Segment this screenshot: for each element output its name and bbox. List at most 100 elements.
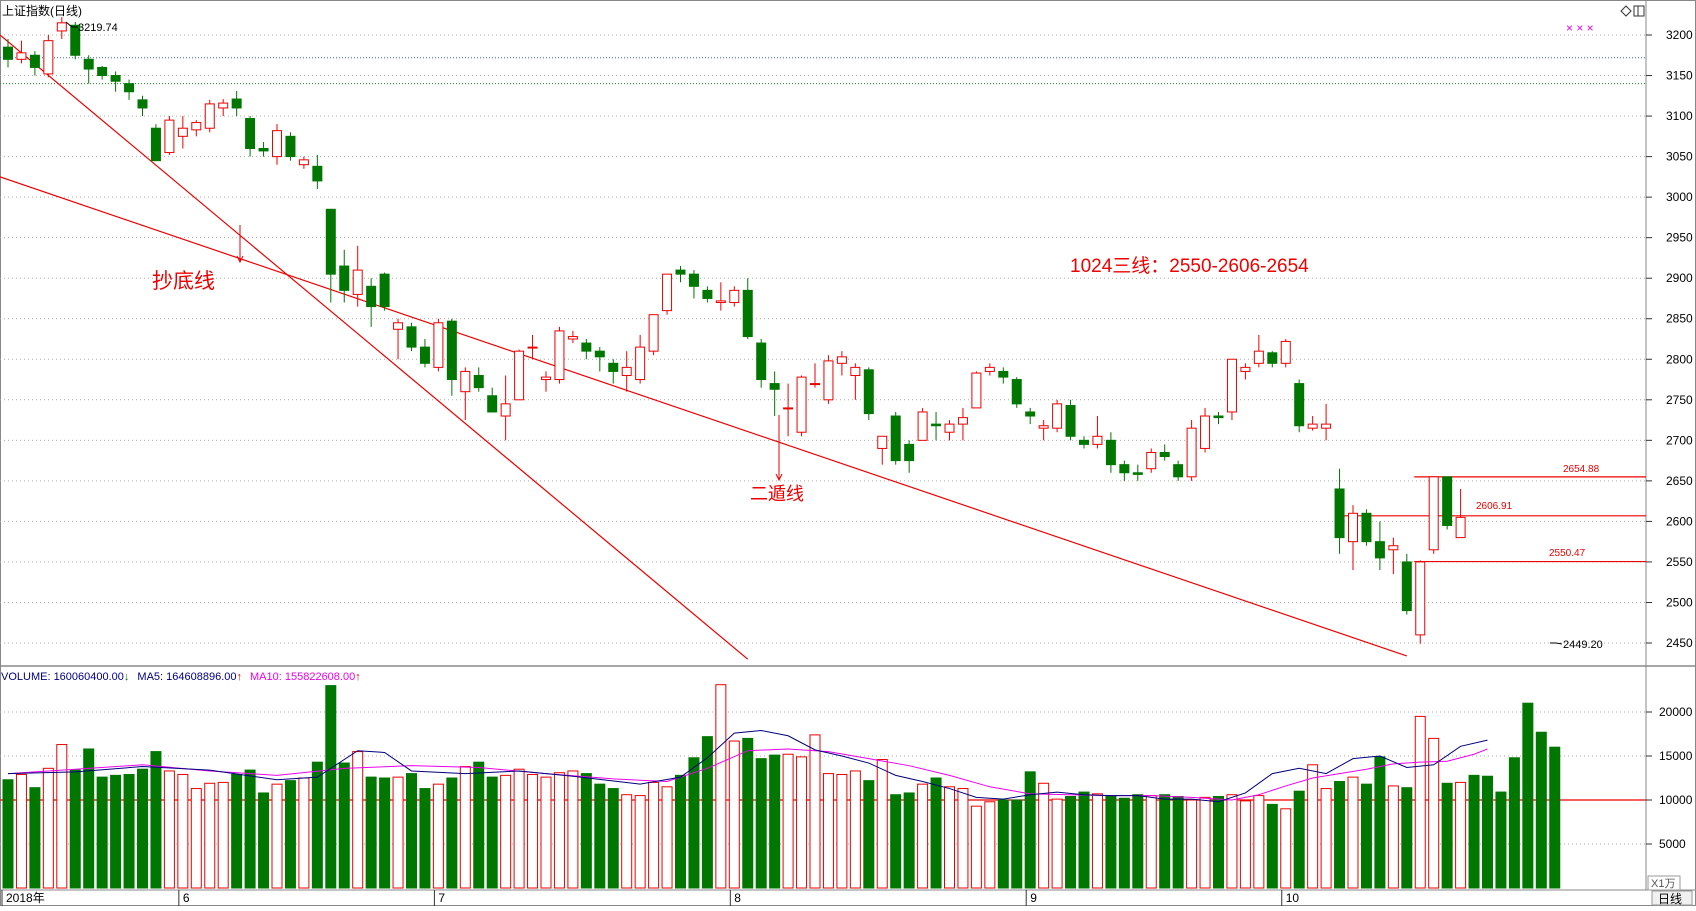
candle-body xyxy=(1119,464,1130,474)
candle-body xyxy=(177,127,188,137)
price-tick-label: 3100 xyxy=(1666,109,1693,123)
candle xyxy=(285,132,296,161)
candle xyxy=(1401,553,1412,615)
diamond-icon[interactable] xyxy=(1620,5,1632,17)
candle-body xyxy=(823,360,834,401)
candle-body xyxy=(715,300,726,304)
period-button[interactable] xyxy=(1651,890,1693,906)
candle-body xyxy=(231,98,242,109)
volume-bar xyxy=(392,776,404,889)
volume-tick-label: 20000 xyxy=(1659,705,1693,719)
volume-bar xyxy=(1508,757,1520,889)
volume-unit: X1万 xyxy=(1651,878,1675,890)
candle xyxy=(1388,537,1399,575)
volume-bar xyxy=(809,734,821,889)
volume-bar xyxy=(1145,795,1157,889)
volume-bar xyxy=(984,801,996,889)
window-icon[interactable] xyxy=(1633,5,1645,17)
volume-bar xyxy=(1065,795,1077,889)
volume-bar xyxy=(836,773,848,889)
candle xyxy=(729,286,740,307)
candle-body xyxy=(675,269,686,275)
volume-bar xyxy=(1172,795,1184,889)
candle-body xyxy=(527,346,538,349)
ma10-line xyxy=(7,748,1488,801)
candle-body xyxy=(500,403,511,417)
candle-body xyxy=(1200,415,1211,449)
volume-ma-lines xyxy=(7,729,1488,803)
candle xyxy=(554,326,565,384)
candle xyxy=(1200,407,1211,453)
volume-bar xyxy=(365,776,377,889)
candle xyxy=(1173,460,1184,481)
volume-bar xyxy=(56,744,68,889)
candle-body xyxy=(1361,512,1372,543)
candle-body xyxy=(1159,451,1170,458)
candle xyxy=(1442,476,1453,530)
level-2-label: 2606.91 xyxy=(1476,501,1513,512)
volume-bar xyxy=(648,781,660,889)
candle xyxy=(836,351,847,376)
volume-bar xyxy=(701,736,713,889)
candle xyxy=(460,367,471,421)
volume-bar xyxy=(634,795,646,889)
candle-body xyxy=(514,350,525,401)
candle-body xyxy=(70,24,81,56)
price-tick-label: 2600 xyxy=(1666,514,1693,528)
volume-bar xyxy=(1186,799,1198,889)
volume-bar xyxy=(1266,803,1278,889)
candle xyxy=(312,154,323,190)
candle xyxy=(1240,363,1251,380)
candle-body xyxy=(1240,366,1251,372)
candle-body xyxy=(1025,411,1036,417)
candle-body xyxy=(944,423,955,433)
legend-ma10: MA10: 155822608.00 xyxy=(250,671,355,683)
candle-body xyxy=(1267,352,1278,364)
candle-body xyxy=(1065,404,1076,437)
candle-body xyxy=(1428,476,1439,551)
candle-body xyxy=(1173,464,1184,478)
candle xyxy=(796,375,807,437)
candle-body xyxy=(433,322,444,368)
volume-bar xyxy=(903,792,915,889)
volume-bar xyxy=(849,770,861,889)
volume-bar xyxy=(1118,797,1130,889)
candle-body xyxy=(554,330,565,381)
volume-bar xyxy=(540,776,552,889)
candle-body xyxy=(419,346,430,364)
candle-body xyxy=(971,372,982,409)
volume-bar xyxy=(1495,791,1507,889)
legend-volume-arrow: ↓ xyxy=(124,671,130,683)
candle xyxy=(850,363,861,400)
low-pointer xyxy=(1550,642,1563,645)
volume-bar xyxy=(338,762,350,889)
candle-body xyxy=(904,443,915,462)
candle xyxy=(1025,407,1036,425)
candle-body xyxy=(1401,561,1412,612)
volume-bar xyxy=(675,774,686,889)
candle xyxy=(1226,358,1237,421)
candle xyxy=(984,363,995,376)
candle-body xyxy=(1146,451,1157,470)
volume-bar xyxy=(177,773,189,889)
candle xyxy=(1011,377,1022,408)
candle xyxy=(70,22,81,60)
candle-body xyxy=(890,415,901,462)
candle xyxy=(742,278,753,339)
candle-body xyxy=(769,383,780,390)
candle-body xyxy=(1307,423,1318,429)
candle xyxy=(124,79,135,100)
candle xyxy=(406,322,417,352)
candle-body xyxy=(124,83,135,93)
price-tick-label: 2700 xyxy=(1666,433,1693,447)
candle xyxy=(917,407,928,441)
candle-body xyxy=(729,289,740,304)
volume-bar xyxy=(1549,746,1561,889)
volume-bar xyxy=(782,753,794,889)
marker-glyphs: × × × xyxy=(1566,21,1594,35)
candle-body xyxy=(621,366,632,376)
volume-bar xyxy=(1078,791,1090,889)
volume-bar xyxy=(876,759,888,889)
candle xyxy=(272,124,282,165)
